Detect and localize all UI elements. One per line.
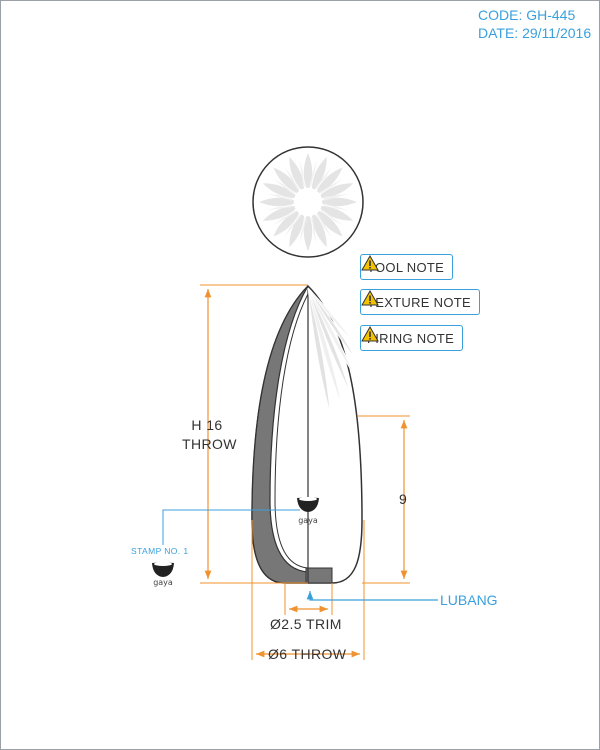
vessel-foot — [305, 567, 333, 584]
stamp-mark-text-sample: gaya — [153, 578, 173, 587]
side-petal-pattern — [307, 287, 357, 415]
lubang-label: LUBANG — [440, 592, 498, 608]
firing-note-button[interactable]: FIRING NOTE — [360, 325, 464, 351]
petal-inner — [320, 209, 343, 226]
throw-diameter-dimension — [251, 520, 365, 660]
warning-icon — [361, 255, 379, 271]
side-petal — [307, 287, 354, 342]
side-height-label: 9 — [399, 491, 408, 507]
stamp-mark-vessel: gaya — [297, 497, 319, 525]
height-type: THROW — [182, 436, 237, 452]
flower-pattern — [256, 150, 360, 254]
petal-inner — [266, 193, 293, 201]
height-dimension-label: H 16 THROW — [182, 416, 237, 454]
warning-icon — [361, 290, 379, 306]
side-view — [251, 284, 363, 584]
lubang-leader — [306, 591, 438, 601]
petal-inner — [323, 193, 350, 201]
trim-diameter-dimension — [284, 583, 333, 615]
petal-inner — [309, 160, 317, 187]
tool-note-button[interactable]: TOOL NOTE — [360, 254, 454, 280]
stamp-mark-sample: gaya — [152, 562, 174, 587]
height-dimension — [200, 284, 308, 584]
firing-note-label: FIRING NOTE — [367, 330, 455, 346]
date-label: DATE: 29/11/2016 — [478, 25, 592, 41]
tool-note-label: TOOL NOTE — [367, 259, 445, 275]
title-block: CODE: GH-445 DATE: 29/11/2016 — [478, 6, 591, 42]
petal-inner — [315, 167, 332, 190]
petal-inner — [323, 203, 350, 211]
petal-inner — [299, 217, 307, 244]
petal-inner — [284, 214, 301, 237]
side-height-dimension — [358, 415, 410, 584]
trim-diameter-label: Ø2.5 TRIM — [270, 616, 342, 632]
texture-note-label: TEXTURE NOTE — [367, 294, 471, 310]
texture-note-button[interactable]: TEXTURE NOTE — [360, 289, 480, 315]
top-view — [252, 146, 364, 258]
warning-icon — [361, 326, 379, 342]
stamp-mark-text-vessel: gaya — [298, 516, 318, 525]
code-label: CODE: GH-445 — [478, 7, 576, 23]
petal-inner — [273, 178, 296, 195]
stamp-leader — [162, 509, 300, 545]
height-value: H 16 — [191, 417, 223, 433]
stamp-label: STAMP NO. 1 — [131, 546, 189, 556]
throw-diameter-label: Ø6 THROW — [268, 646, 347, 662]
